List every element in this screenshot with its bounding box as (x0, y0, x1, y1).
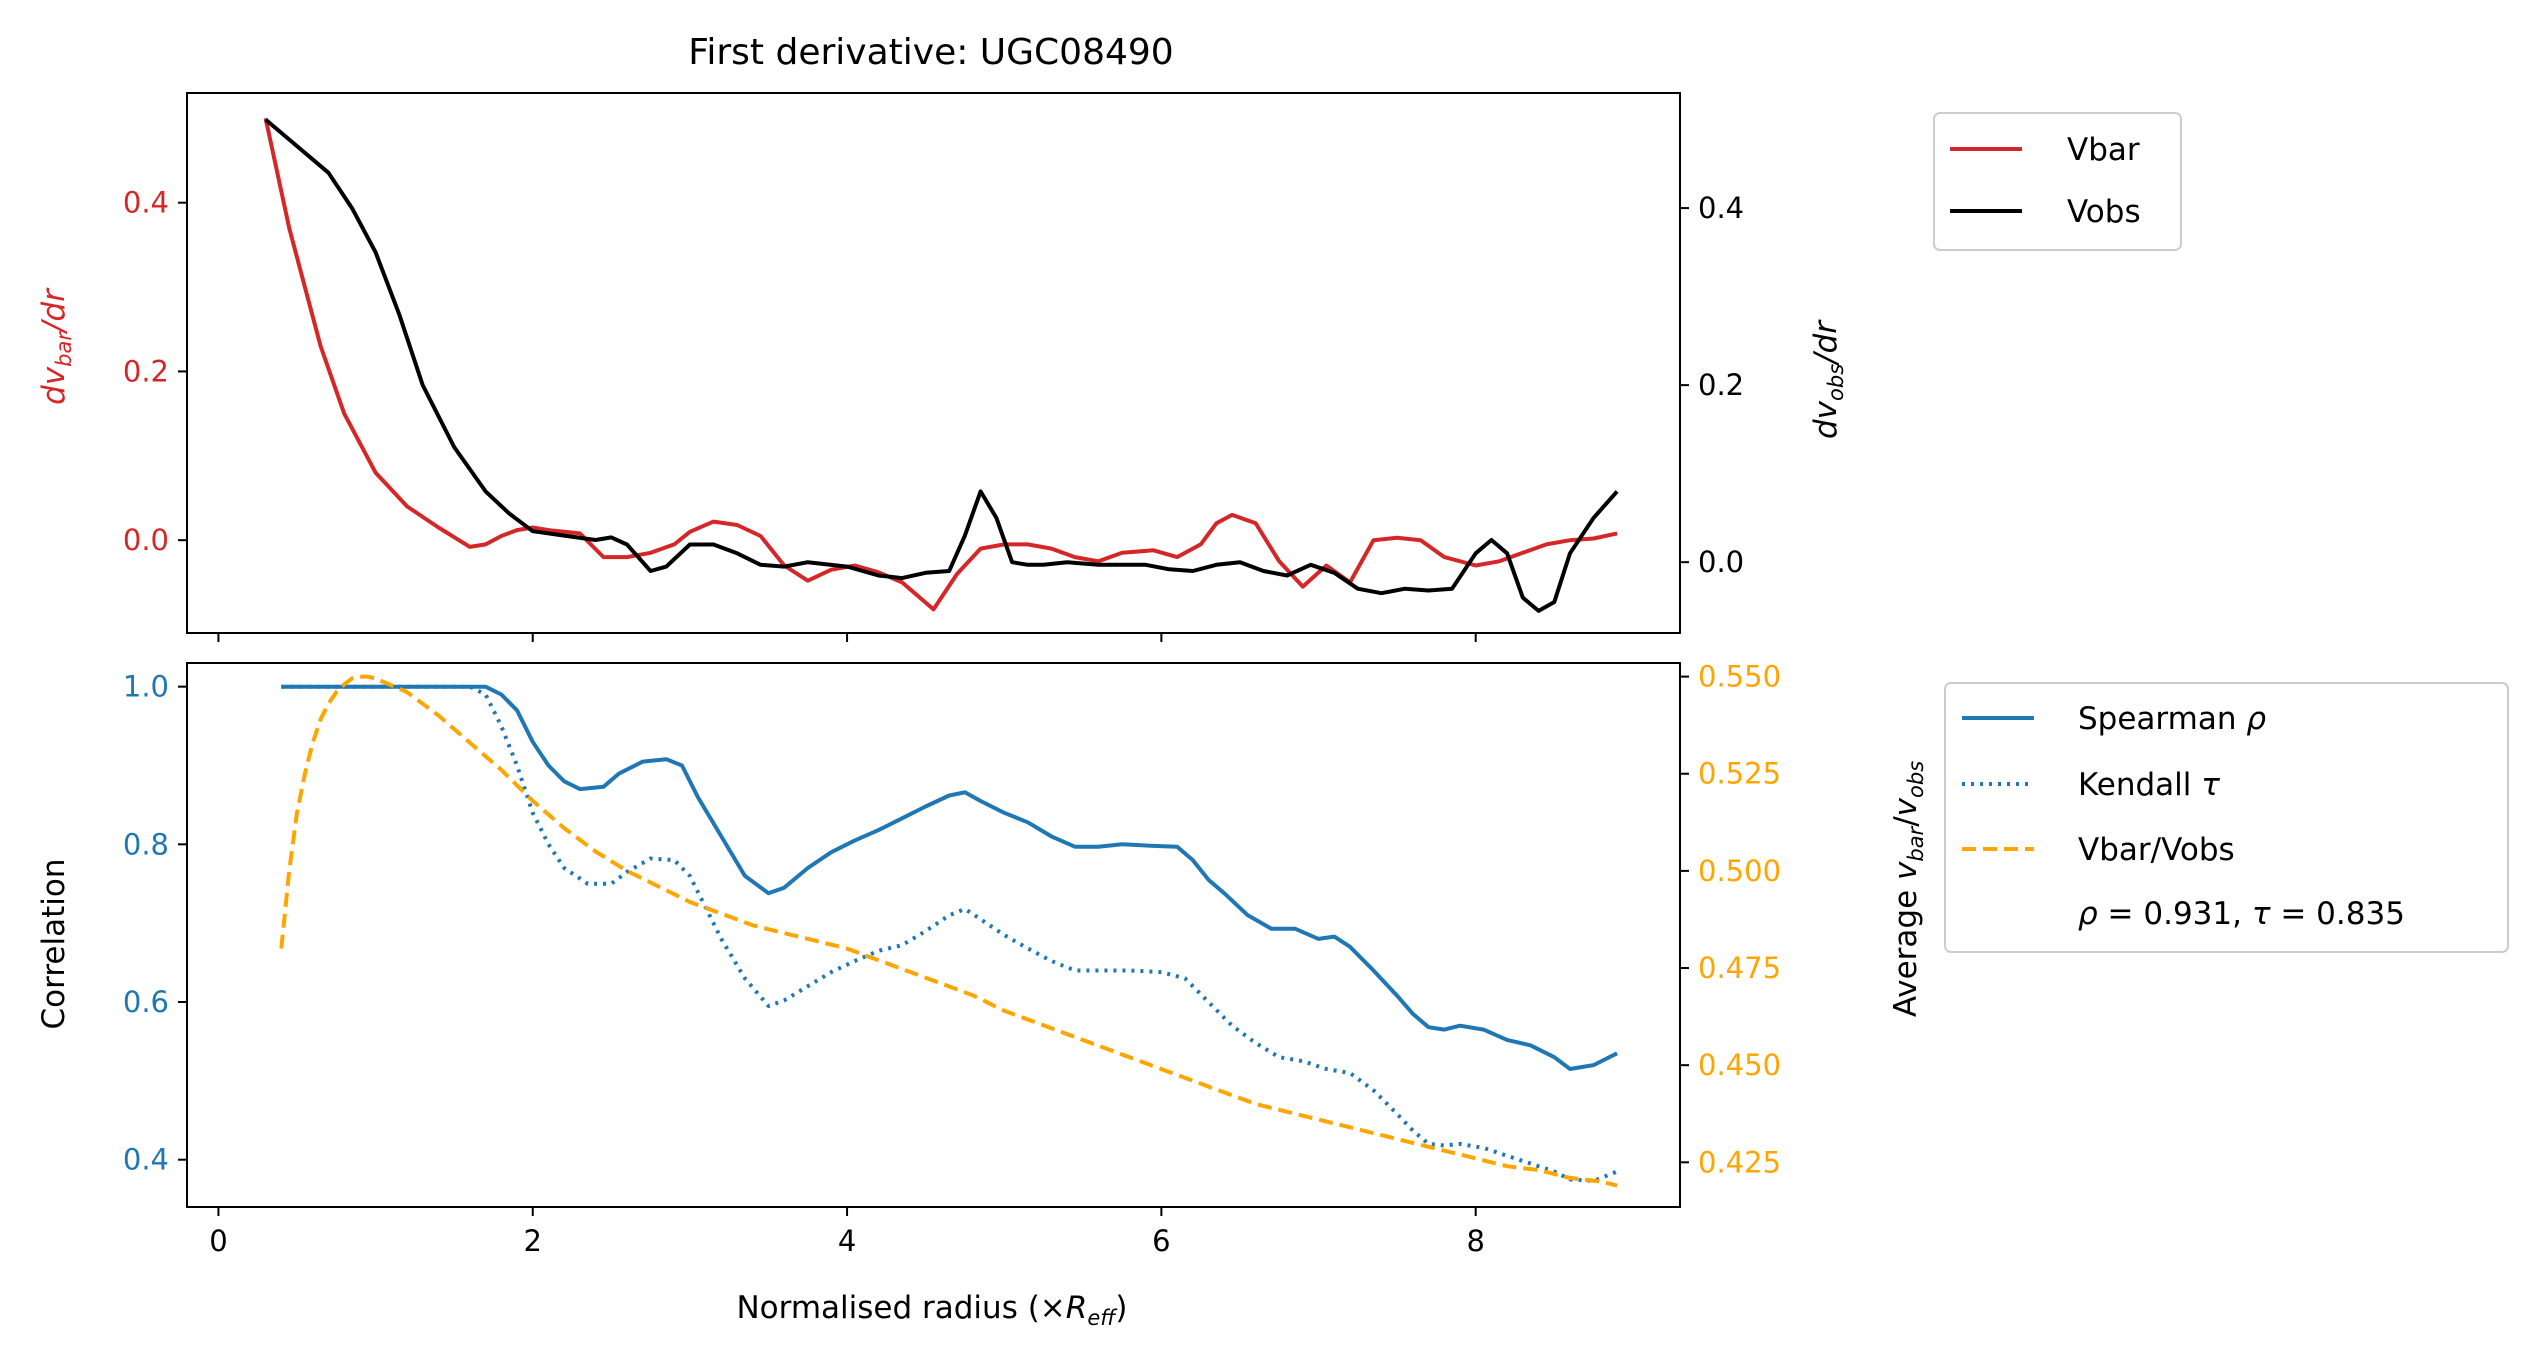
legend-annotation: ρ = 0.931, τ = 0.835 (2078, 896, 2405, 932)
top-left-ytick-label: 0.0 (123, 523, 169, 557)
legend-label-vbar-vobs: Vbar/Vobs (2078, 832, 2235, 868)
bottom-xtick-label: 8 (1466, 1224, 1484, 1258)
legend-label-vbar: Vbar (2067, 132, 2140, 168)
top-plot-area: 0.0 0.2 0.4 0.0 0.2 0.4 (123, 92, 1744, 642)
bottom-right-ytick-label: 0.450 (1698, 1048, 1781, 1082)
top-axes-frame (186, 92, 1681, 634)
bottom-xtick-label: 2 (524, 1224, 542, 1258)
legend-label-kendall: Kendall τ (2078, 767, 2220, 803)
bottom-xtick-label: 4 (838, 1224, 856, 1258)
bottom-right-ytick-label: 0.500 (1698, 854, 1781, 888)
top-right-ytick-label: 0.4 (1698, 191, 1744, 225)
bottom-legend-frame (1944, 682, 2509, 953)
top-series-vbar-line (263, 117, 1618, 612)
top-left-ytick-label: 0.4 (123, 186, 169, 220)
top-right-ytick-label: 0.2 (1698, 368, 1744, 402)
chart-title: First derivative: UGC08490 (688, 32, 1173, 73)
top-left-ylabel: dvbar/dr (36, 287, 76, 405)
bottom-xtick-label: 0 (209, 1224, 227, 1258)
bottom-right-ytick-label: 0.425 (1698, 1145, 1781, 1179)
bottom-axes-frame (186, 662, 1681, 1208)
top-right-ylabel: dvobs/dr (1808, 319, 1848, 439)
bottom-left-ytick-label: 1.0 (123, 670, 169, 704)
bottom-right-ytick-label: 0.525 (1698, 757, 1781, 791)
x-axis-label: Normalised radius (×Reff) (736, 1290, 1127, 1330)
bottom-right-ytick-label: 0.550 (1698, 660, 1781, 694)
bottom-xtick-label: 6 (1152, 1224, 1170, 1258)
top-left-ytick-label: 0.2 (123, 354, 169, 388)
bottom-plot-area: 0.4 0.6 0.8 1.0 0.425 0.450 0.475 0.500 0.525 0.5… (123, 660, 1781, 1258)
top-series-vobs-line (264, 118, 1619, 613)
legend-label-vobs: Vobs (2067, 194, 2141, 230)
bottom-series-vbar-vobs-line (279, 674, 1618, 1188)
top-legend-frame (1933, 112, 2182, 251)
bottom-left-ytick-label: 0.6 (123, 985, 169, 1019)
bottom-left-ylabel: Correlation (36, 859, 72, 1030)
bottom-left-ytick-label: 0.4 (123, 1143, 169, 1177)
bottom-right-ytick-label: 0.475 (1698, 951, 1781, 985)
top-right-ytick-label: 0.0 (1698, 545, 1744, 579)
bottom-series-spearman--line (281, 684, 1618, 1071)
bottom-legend: Spearman ρ Kendall τ Vbar/Vobs ρ = 0.931… (1944, 682, 2509, 953)
legend-label-spearman: Spearman ρ (2078, 701, 2266, 737)
bottom-right-ylabel: Average vbar/vobs (1888, 761, 1928, 1017)
top-legend: Vbar Vobs (1933, 112, 2182, 251)
bottom-left-ytick-label: 0.8 (123, 827, 169, 861)
